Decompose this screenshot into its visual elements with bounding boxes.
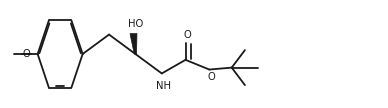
Text: NH: NH [156, 81, 171, 91]
Text: O: O [184, 30, 191, 40]
Text: O: O [207, 72, 215, 82]
Text: HO: HO [128, 19, 143, 29]
Polygon shape [130, 34, 137, 54]
Text: O: O [23, 49, 31, 59]
